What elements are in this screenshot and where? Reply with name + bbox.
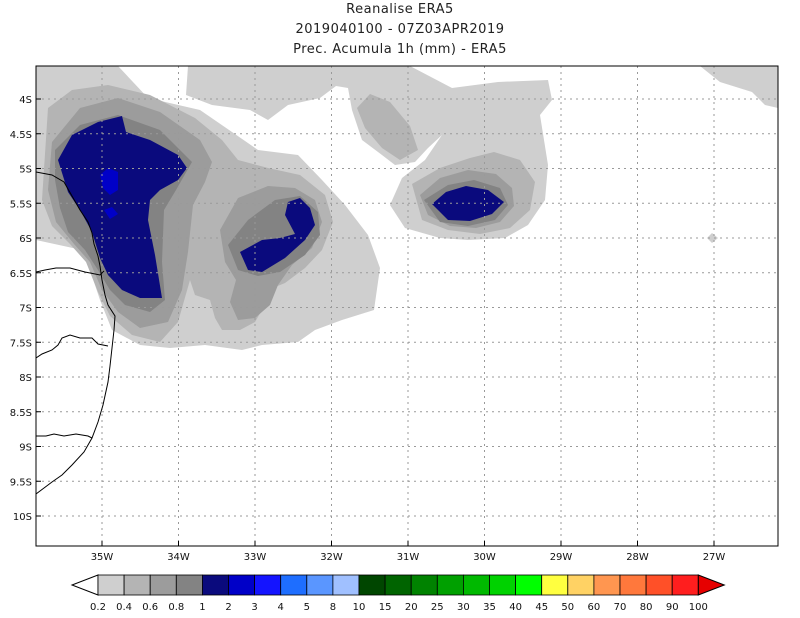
colorbar-label: 4 — [278, 602, 284, 613]
lat-label: 5S — [19, 165, 32, 176]
colorbar-swatch — [97, 574, 125, 596]
axis-labels: 4S 4.5S 5S 5.5S 6S 6.5S 7S 7.5S 8S 8.5S 9S 9.5S 10S 3… — [10, 95, 726, 563]
colorbar-swatch — [228, 574, 256, 596]
lon-label: 28W — [626, 552, 649, 563]
color-bar: 0.2 0.4 0.6 0.8 1 2 3 4 5 8 10 15 20 25 30 35 40 45 50 60 70… — [70, 574, 726, 613]
colorbar-swatch — [489, 574, 517, 596]
colorbar-label: 10 — [353, 602, 366, 613]
colorbar-swatch — [645, 574, 673, 596]
colorbar-swatch — [619, 574, 647, 596]
colorbar-swatch — [332, 574, 360, 596]
precip-contours — [36, 66, 778, 350]
colorbar-label: 70 — [614, 602, 627, 613]
colorbar-label: 90 — [666, 602, 679, 613]
colorbar-label: 50 — [561, 602, 574, 613]
lon-label: 29W — [550, 552, 573, 563]
colorbar-swatch — [306, 574, 334, 596]
colorbar-label: 8 — [330, 602, 336, 613]
lon-label: 33W — [244, 552, 267, 563]
colorbar-swatch — [384, 574, 412, 596]
map-title: Reanalise ERA5 — [346, 2, 454, 17]
lat-label: 4.5S — [10, 130, 32, 141]
colorbar-left-arrow — [70, 574, 99, 596]
lat-label: 10S — [13, 512, 32, 523]
colorbar-label: 60 — [588, 602, 601, 613]
colorbar-swatch — [436, 574, 464, 596]
colorbar-swatch — [201, 574, 229, 596]
colorbar-label: 0.4 — [116, 602, 132, 613]
lat-label: 5.5S — [10, 199, 32, 210]
colorbar-swatch — [593, 574, 621, 596]
colorbar-swatch — [123, 574, 151, 596]
colorbar-swatch — [280, 574, 308, 596]
colorbar-label: 20 — [405, 602, 418, 613]
colorbar-label: 40 — [509, 602, 522, 613]
lat-label: 8S — [19, 373, 32, 384]
colorbar-label: 1 — [199, 602, 205, 613]
colorbar-swatch — [175, 574, 203, 596]
colorbar-swatch — [358, 574, 386, 596]
colorbar-label: 15 — [379, 602, 392, 613]
lat-label: 4S — [19, 95, 32, 106]
lat-label: 9S — [19, 443, 32, 454]
colorbar-label: 30 — [457, 602, 470, 613]
colorbar-label: 3 — [251, 602, 257, 613]
lat-label: 6S — [19, 234, 32, 245]
plot-frame — [35, 65, 779, 547]
lat-label: 8.5S — [10, 408, 32, 419]
colorbar-swatch — [515, 574, 543, 596]
colorbar-label: 45 — [535, 602, 548, 613]
grid-lines — [36, 66, 778, 546]
lon-label: 30W — [473, 552, 496, 563]
lon-label: 27W — [703, 552, 726, 563]
contour-level-6 — [100, 168, 118, 219]
colorbar-label: 0.6 — [142, 602, 158, 613]
lon-label: 34W — [167, 552, 190, 563]
colorbar-label: 2 — [225, 602, 231, 613]
colorbar-label: 0.8 — [168, 602, 184, 613]
colorbar-label: 80 — [640, 602, 653, 613]
colorbar-swatch — [671, 574, 699, 596]
lon-label: 35W — [91, 552, 114, 563]
map-datetime: 2019040100 - 07Z03APR2019 — [295, 22, 505, 37]
map-variable: Prec. Acumula 1h (mm) - ERA5 — [293, 42, 507, 57]
lat-label: 7S — [19, 304, 32, 315]
colorbar-label: 0.2 — [90, 602, 106, 613]
colorbar-swatch — [254, 574, 282, 596]
lon-label: 32W — [320, 552, 343, 563]
colorbar-swatch — [462, 574, 490, 596]
colorbar-swatch — [567, 574, 595, 596]
colorbar-swatch — [410, 574, 438, 596]
lat-label: 9.5S — [10, 477, 32, 488]
colorbar-label: 25 — [431, 602, 444, 613]
colorbar-label: 35 — [483, 602, 496, 613]
colorbar-swatch — [149, 574, 177, 596]
colorbar-right-arrow — [697, 574, 726, 596]
colorbar-label: 100 — [689, 602, 708, 613]
colorbar-swatch — [541, 574, 569, 596]
lat-label: 7.5S — [10, 338, 32, 349]
lon-label: 31W — [397, 552, 420, 563]
coastline — [36, 171, 116, 495]
lat-label: 6.5S — [10, 269, 32, 280]
colorbar-label: 5 — [304, 602, 310, 613]
